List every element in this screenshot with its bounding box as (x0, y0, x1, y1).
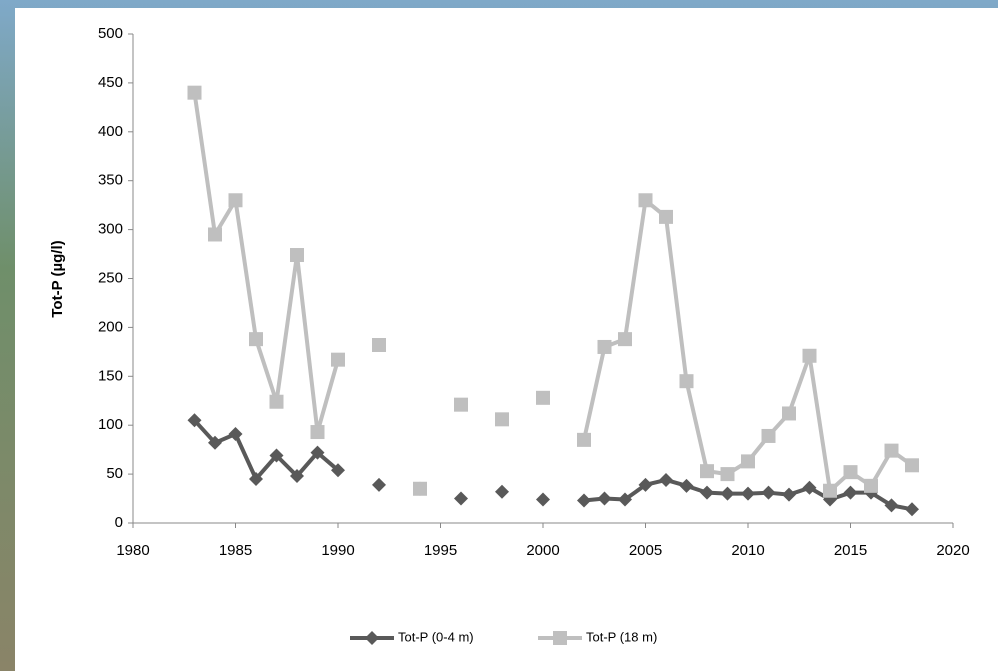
data-point (577, 433, 591, 447)
data-point (311, 425, 325, 439)
legend-marker (365, 631, 379, 645)
data-point (536, 493, 550, 507)
data-point (495, 412, 509, 426)
y-tick-label: 300 (98, 221, 123, 238)
data-point (618, 332, 632, 346)
data-point (762, 486, 776, 500)
data-point (270, 395, 284, 409)
chart: Tot-P (µg/l) 0 50 100 150 200 250 300 350 400 450… (0, 0, 998, 671)
series-line (195, 420, 913, 509)
y-tick-label: 50 (106, 465, 123, 482)
y-tick-label: 250 (98, 269, 123, 286)
data-point (700, 464, 714, 478)
data-point (495, 485, 509, 499)
y-tick-label: 350 (98, 172, 123, 189)
x-tick-label: 2015 (834, 542, 867, 559)
y-tick-label: 450 (98, 74, 123, 91)
data-point (598, 340, 612, 354)
data-point (413, 482, 427, 496)
x-tick-label: 2005 (629, 542, 662, 559)
data-point (782, 488, 796, 502)
y-tick-label: 100 (98, 416, 123, 433)
data-point (659, 473, 673, 487)
data-point (454, 398, 468, 412)
data-point (372, 478, 386, 492)
data-point (659, 210, 673, 224)
data-point (598, 492, 612, 506)
x-tick-label: 1995 (424, 542, 457, 559)
data-point (905, 502, 919, 516)
data-point (782, 406, 796, 420)
y-tick-label: 0 (115, 514, 123, 531)
x-tick-label: 1990 (321, 542, 354, 559)
x-tick-label: 2000 (526, 542, 559, 559)
data-point (577, 494, 591, 508)
data-point (372, 338, 386, 352)
y-axis-label: Tot-P (µg/l) (49, 240, 66, 317)
page: {"chart_data": {"type": "line", "y_label… (0, 0, 998, 671)
data-point (844, 486, 858, 500)
data-point (741, 454, 755, 468)
data-point (823, 484, 837, 498)
data-point (700, 486, 714, 500)
y-tick-label: 150 (98, 367, 123, 384)
data-point (331, 353, 345, 367)
legend-marker (553, 631, 567, 645)
legend-label: Tot-P (18 m) (586, 629, 657, 644)
data-point (229, 193, 243, 207)
x-tick-label: 1980 (116, 542, 149, 559)
x-tick-label: 2010 (731, 542, 764, 559)
x-tick-label: 1985 (219, 542, 252, 559)
data-point (639, 193, 653, 207)
series-line (195, 93, 913, 491)
data-point (864, 479, 878, 493)
data-point (208, 227, 222, 241)
data-point (905, 458, 919, 472)
data-point (721, 487, 735, 501)
data-point (680, 479, 694, 493)
data-point (454, 492, 468, 506)
y-tick-label: 400 (98, 123, 123, 140)
data-point (249, 332, 263, 346)
data-point (721, 467, 735, 481)
y-tick-label: 200 (98, 318, 123, 335)
data-point (844, 465, 858, 479)
data-point (536, 391, 550, 405)
legend-label: Tot-P (0-4 m) (398, 629, 474, 644)
data-point (741, 487, 755, 501)
y-tick-label: 500 (98, 25, 123, 42)
x-tick-label: 2020 (936, 542, 969, 559)
data-point (762, 429, 776, 443)
data-point (290, 248, 304, 262)
data-point (188, 86, 202, 100)
data-point (803, 349, 817, 363)
data-point (680, 374, 694, 388)
data-point (885, 444, 899, 458)
data-point (229, 427, 243, 441)
